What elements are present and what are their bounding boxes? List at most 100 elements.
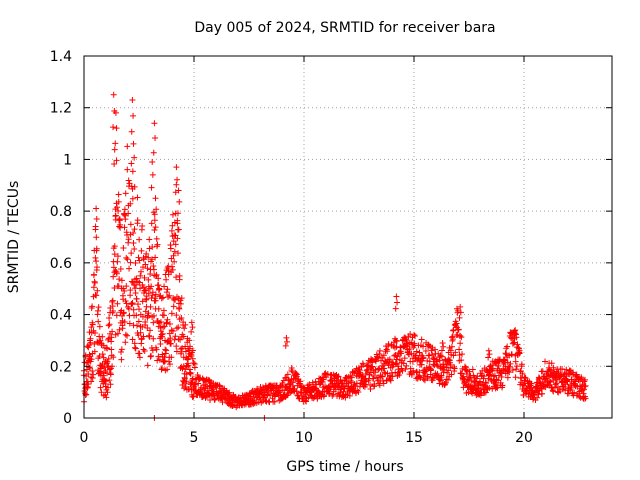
data-point [348, 374, 355, 381]
data-point [582, 382, 589, 389]
data-point [152, 195, 159, 202]
data-point [144, 362, 151, 369]
data-point [381, 369, 388, 376]
data-point [152, 134, 159, 141]
data-point [130, 112, 137, 119]
data-point [89, 367, 96, 374]
data-point [188, 328, 195, 335]
data-point [479, 367, 486, 374]
data-point [410, 367, 417, 374]
data-point [128, 128, 135, 135]
data-point [124, 256, 131, 263]
data-point [132, 260, 139, 267]
data-point [155, 305, 162, 312]
data-point [180, 354, 187, 361]
data-point [107, 381, 114, 388]
data-point [485, 354, 492, 361]
data-point [88, 378, 95, 385]
data-point [116, 276, 123, 283]
data-point [152, 224, 159, 231]
data-point [407, 331, 414, 338]
data-point [172, 241, 179, 248]
data-point [109, 328, 116, 335]
data-point [142, 287, 149, 294]
data-point [122, 212, 129, 219]
data-point [309, 379, 316, 386]
data-point [114, 258, 121, 265]
data-point [133, 281, 140, 288]
data-point [118, 277, 125, 284]
data-point [394, 353, 401, 360]
data-point [125, 239, 132, 246]
data-point [146, 327, 153, 334]
data-point [90, 371, 97, 378]
data-point [91, 348, 98, 355]
data-point [551, 384, 558, 391]
data-point [183, 378, 190, 385]
data-point [578, 375, 585, 382]
data-point [138, 268, 145, 275]
data-point [172, 333, 179, 340]
data-point [163, 320, 170, 327]
data-point [93, 216, 100, 223]
data-point [126, 320, 133, 327]
data-point [141, 274, 148, 281]
data-point [121, 211, 128, 218]
data-point [512, 358, 519, 365]
data-point [151, 211, 158, 218]
data-point [459, 351, 466, 358]
data-point [416, 356, 423, 363]
data-point [140, 346, 147, 353]
data-point [163, 276, 170, 283]
data-point [164, 316, 171, 323]
data-point [100, 372, 107, 379]
data-point [392, 337, 399, 344]
data-point [504, 359, 511, 366]
data-point [192, 381, 199, 388]
data-point [127, 292, 134, 299]
data-point [93, 205, 100, 212]
data-point [284, 338, 291, 345]
data-point [128, 160, 135, 167]
data-point [429, 351, 436, 358]
data-point [168, 227, 175, 234]
data-point [89, 321, 96, 328]
data-point [265, 388, 272, 395]
data-point [174, 210, 181, 217]
data-point [196, 376, 203, 383]
data-point [136, 236, 143, 243]
data-point [176, 272, 183, 279]
data-point [160, 324, 167, 331]
data-point [124, 143, 131, 150]
data-point [112, 268, 119, 275]
data-point [132, 345, 139, 352]
data-point [111, 243, 118, 250]
data-point [505, 365, 512, 372]
data-point [396, 368, 403, 375]
data-point [324, 371, 331, 378]
data-point [93, 258, 100, 265]
data-point [355, 389, 362, 396]
data-point [150, 312, 157, 319]
data-point [121, 224, 128, 231]
data-point [145, 276, 152, 283]
data-point [108, 334, 115, 341]
data-point [495, 362, 502, 369]
data-point [542, 358, 549, 365]
data-point [151, 120, 158, 127]
data-point [486, 351, 493, 358]
data-point [173, 181, 180, 188]
data-point [168, 310, 175, 317]
data-point [190, 360, 197, 367]
data-point [167, 335, 174, 342]
data-point [110, 124, 117, 131]
data-point [132, 290, 139, 297]
data-point [335, 373, 342, 380]
data-point [129, 195, 136, 202]
data-point [189, 355, 196, 362]
data-point [90, 284, 97, 291]
data-point [100, 354, 107, 361]
data-point [121, 318, 128, 325]
data-point [469, 366, 476, 373]
data-point [363, 367, 370, 374]
